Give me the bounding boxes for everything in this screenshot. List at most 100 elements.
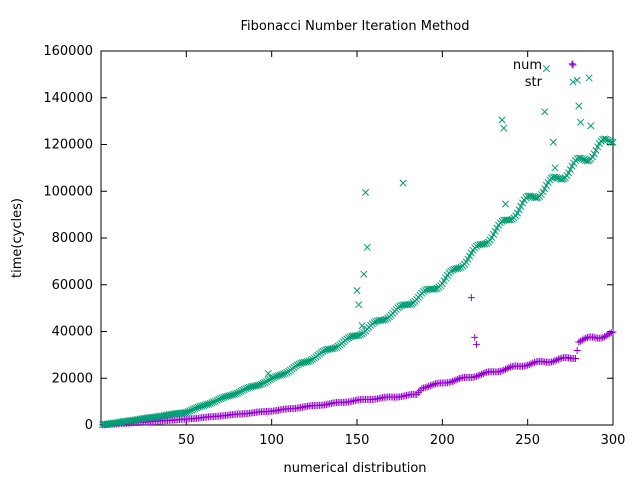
x-axis-label: numerical distribution <box>283 461 426 476</box>
data-point <box>307 356 315 364</box>
data-point <box>530 358 538 366</box>
data-point <box>571 355 579 363</box>
data-point <box>479 369 487 377</box>
legend-sample-str <box>569 78 577 86</box>
series-str <box>99 64 617 429</box>
y-axis-label: time(cycles) <box>10 198 25 278</box>
legend-label-num: num <box>513 58 542 73</box>
legend-marker <box>569 78 577 86</box>
data-point <box>428 381 436 389</box>
data-point <box>425 382 433 390</box>
data-point <box>602 135 610 143</box>
data-point <box>551 357 559 365</box>
legend: num str <box>513 58 577 90</box>
outlier-point <box>568 60 576 68</box>
data-point <box>406 300 414 308</box>
data-point <box>505 364 513 372</box>
outlier-point <box>353 287 361 295</box>
data-point <box>331 344 339 352</box>
plot-border <box>100 50 614 426</box>
outlier-point <box>541 108 549 116</box>
y-tick-label: 100000 <box>43 184 93 199</box>
data-point <box>268 375 276 383</box>
data-point <box>213 396 221 404</box>
data-point <box>573 346 581 354</box>
y-tick-label: 140000 <box>43 91 93 106</box>
outlier-point <box>399 179 407 187</box>
data-point <box>319 347 327 355</box>
data-point <box>582 334 590 342</box>
data-point <box>476 371 484 379</box>
data-point <box>235 388 243 396</box>
data-point <box>556 355 564 363</box>
data-point <box>524 361 532 369</box>
outlier-point <box>264 370 272 378</box>
data-point <box>237 387 245 395</box>
data-point <box>305 357 313 365</box>
data-point <box>454 375 462 383</box>
legend-marker <box>569 61 577 69</box>
data-point <box>592 146 600 154</box>
data-point <box>455 375 463 383</box>
data-point <box>450 377 458 385</box>
outlier-point <box>467 294 475 302</box>
series-num <box>99 60 617 429</box>
x-tick-label: 150 <box>345 433 370 448</box>
outlier-point <box>500 124 508 132</box>
data-point <box>293 361 301 369</box>
data-point <box>208 399 216 407</box>
data-point <box>583 157 591 165</box>
data-point <box>525 361 533 369</box>
data-points <box>99 60 617 429</box>
data-point <box>578 155 586 163</box>
x-tick-label: 50 <box>178 433 195 448</box>
outlier-point <box>361 188 370 196</box>
y-tick-label: 0 <box>85 418 93 433</box>
data-point <box>240 385 248 393</box>
data-point <box>577 154 585 162</box>
outlier-point <box>472 340 480 348</box>
outlier-point <box>360 270 368 278</box>
outlier-point <box>498 116 506 124</box>
y-tick-label: 120000 <box>43 138 93 153</box>
data-point <box>232 390 240 398</box>
data-point <box>496 367 504 375</box>
outlier-point <box>577 118 585 126</box>
data-point <box>474 372 482 380</box>
data-point <box>233 389 242 397</box>
data-point <box>609 138 617 147</box>
outlier-point <box>575 102 583 110</box>
data-point <box>211 397 219 405</box>
axis-ticks: 0 20000 40000 60000 80000 100000 120000 140000 1… <box>43 44 625 448</box>
outlier-point <box>363 243 371 251</box>
x-tick-label: 100 <box>259 433 284 448</box>
data-point <box>210 398 218 406</box>
data-point <box>481 240 489 248</box>
data-point <box>421 384 429 392</box>
x-tick-label: 200 <box>430 433 455 448</box>
data-point <box>609 328 617 336</box>
outlier-point <box>471 333 479 341</box>
x-tick-label: 300 <box>601 433 626 448</box>
outlier-point <box>573 76 581 84</box>
y-tick-label: 80000 <box>52 231 93 246</box>
data-point <box>239 386 247 394</box>
outlier-point <box>549 138 557 146</box>
data-point <box>281 369 289 377</box>
data-point <box>606 330 614 338</box>
data-point <box>501 216 510 224</box>
data-point <box>261 378 269 387</box>
data-point <box>590 150 598 158</box>
data-point <box>498 367 506 375</box>
data-point <box>607 329 615 337</box>
data-point <box>382 315 390 323</box>
data-point <box>527 360 535 368</box>
data-point <box>481 369 489 377</box>
data-point <box>522 362 530 370</box>
data-point <box>447 378 455 386</box>
data-point <box>553 356 561 364</box>
data-point <box>426 285 434 293</box>
outlier-point <box>542 64 550 73</box>
outlier-point <box>501 200 510 208</box>
